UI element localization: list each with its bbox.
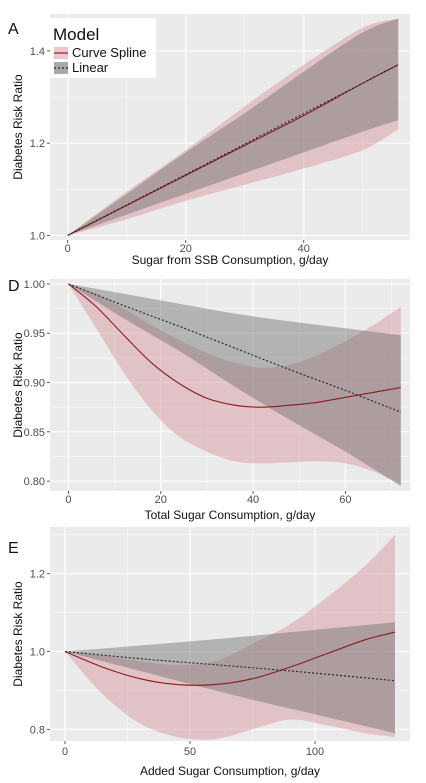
y-tick-label: 0.95 [24,328,45,340]
y-tick-label: 0.90 [24,378,45,390]
y-tick-label: 0.85 [24,427,45,439]
x-tick-label: 0 [65,243,71,255]
panel-d: 0 20 40 60 0.80 0.85 0.90 0.95 1.00 D Total Sugar … [8,278,410,522]
x-tick-label: 100 [306,746,324,758]
x-tick-label: 0 [65,494,71,506]
series-line-linear [68,283,401,413]
ci-band-linear [65,622,395,734]
panel-letter: E [8,540,19,557]
y-axis-title: Diabetes Risk Ratio [11,74,25,180]
x-axis-title: Total Sugar Consumption, g/day [145,508,316,522]
y-tick-label: 0.8 [30,724,45,736]
y-tick-label: 0.80 [24,476,45,488]
y-tick-label: 1.00 [24,279,45,291]
panel-e: 0 50 100 0.8 1.0 1.2 E Added Sugar Consumption,… [8,527,410,778]
x-tick-label: 0 [62,746,68,758]
panel-letter: D [8,278,20,295]
y-axis-title: Diabetes Risk Ratio [11,332,25,438]
x-tick-label: 20 [155,494,167,506]
ci-band-curve-spline [65,534,395,740]
legend-key-fill [54,62,68,74]
x-axis-title: Sugar from SSB Consumption, g/day [132,253,329,267]
x-tick-label: 50 [184,746,196,758]
x-tick-label: 40 [298,243,310,255]
ci-band-linear [67,18,399,236]
series-line-curve-spline [67,64,399,236]
y-tick-label: 1.0 [30,230,45,242]
ci-band-curve-spline [68,283,401,485]
x-tick-label: 20 [180,243,192,255]
series-line-linear [64,650,396,682]
ci-band-linear [68,283,401,487]
ci-band-curve-spline [67,18,399,236]
x-axis-title: Added Sugar Consumption, g/day [140,764,320,778]
panel-a: 0 20 40 1.0 1.2 1.4 A Sugar from SSB Consumptio… [8,14,410,267]
panel-letter: A [8,21,19,38]
y-tick-label: 1.0 [30,647,45,659]
legend-item-label: Curve Spline [72,45,146,60]
x-tick-label: 40 [247,494,259,506]
series-line-curve-spline [64,631,396,686]
series-line-curve-spline [68,283,401,408]
legend-title: Model [53,25,99,44]
legend-item-label: Linear [72,60,109,75]
y-tick-label: 1.4 [30,46,45,58]
x-tick-label: 60 [339,494,351,506]
y-axis-title: Diabetes Risk Ratio [11,581,25,687]
y-tick-label: 1.2 [30,138,45,150]
y-tick-label: 1.2 [30,569,45,581]
